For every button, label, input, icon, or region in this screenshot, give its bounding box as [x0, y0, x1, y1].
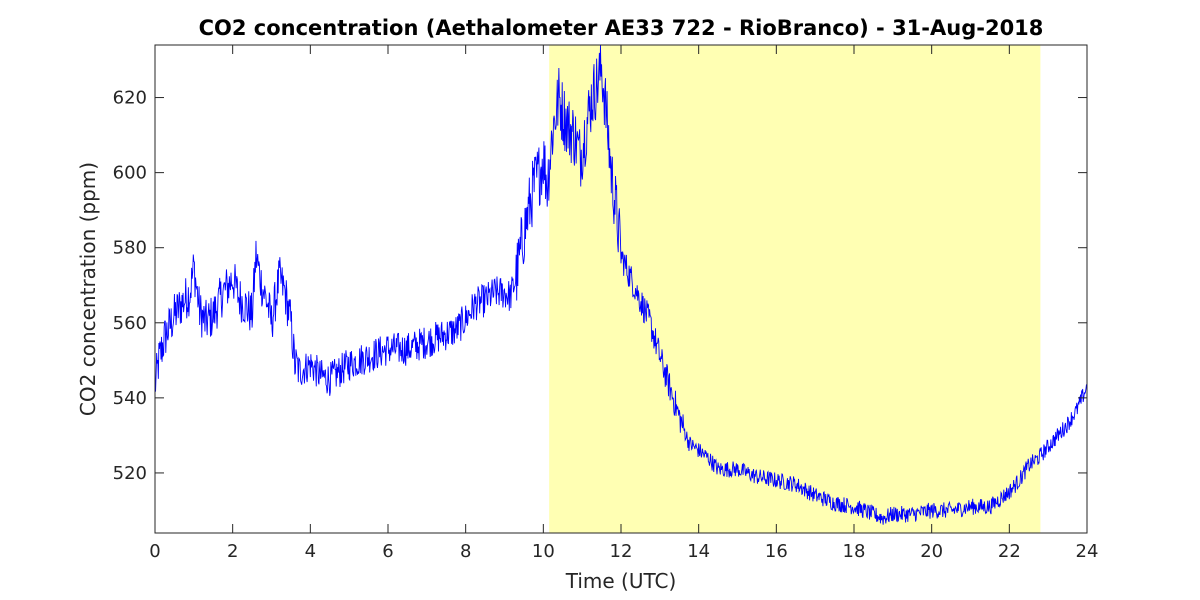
y-tick-label-2: 560 [113, 313, 147, 334]
x-tick-label-7: 14 [687, 541, 710, 562]
y-tick-label-4: 600 [113, 163, 147, 184]
series-line-0 [154, 44, 1088, 525]
x-tick-label-10: 20 [920, 541, 943, 562]
x-tick-label-12: 24 [1076, 541, 1099, 562]
x-tick-label-3: 6 [382, 541, 393, 562]
y-tick-label-1: 540 [113, 388, 147, 409]
y-tick-label-5: 620 [113, 88, 147, 109]
y-axis: 520 540 560 580 600 620 [113, 88, 1087, 484]
x-axis-label: Time (UTC) [565, 569, 677, 593]
y-axis-label: CO2 concentration (ppm) [76, 162, 100, 416]
chart-title: CO2 concentration (Aethalometer AE33 722… [199, 16, 1044, 40]
x-tick-label-9: 18 [843, 541, 866, 562]
y-tick-label-3: 580 [113, 238, 147, 259]
x-axis: 0 2 4 6 8 10 12 14 16 18 20 22 24 [149, 45, 1098, 562]
x-tick-label-8: 16 [765, 541, 788, 562]
x-tick-label-5: 10 [532, 541, 555, 562]
x-tick-label-1: 2 [227, 541, 238, 562]
series-layer [154, 44, 1088, 525]
x-tick-label-0: 0 [149, 541, 160, 562]
shaded-region [549, 45, 1041, 533]
x-tick-label-11: 22 [998, 541, 1021, 562]
x-tick-label-6: 12 [610, 541, 633, 562]
x-tick-label-2: 4 [305, 541, 316, 562]
x-tick-label-4: 8 [460, 541, 471, 562]
y-tick-label-0: 520 [113, 463, 147, 484]
